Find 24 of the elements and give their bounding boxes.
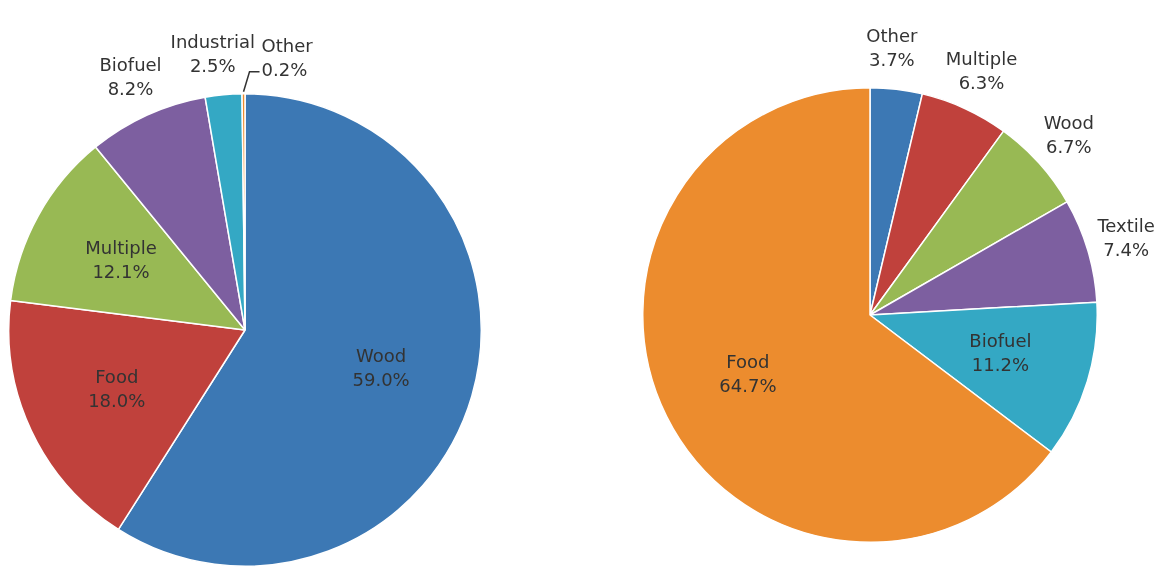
data-label: 64.7% (719, 375, 777, 397)
data-label: 59.0% (352, 369, 410, 391)
slice-label: Biofuel (969, 330, 1032, 352)
data-label: 6.7% (1045, 136, 1092, 158)
slice-label: Food (95, 366, 139, 388)
data-label: 6.3% (958, 71, 1005, 93)
data-label: 0.2% (261, 59, 308, 81)
data-label: 18.0% (88, 390, 146, 412)
slice-label: Food (726, 351, 770, 373)
slice-label: Multiple (85, 236, 157, 258)
slice-label: Biofuel (99, 54, 162, 76)
slice-label: Textile (1096, 214, 1155, 236)
slice-label: Other (261, 35, 314, 57)
data-label: 8.2% (107, 78, 154, 100)
data-label: 12.1% (92, 260, 150, 282)
data-label: 11.2% (971, 354, 1030, 376)
slice-label: Multiple (945, 47, 1018, 69)
slice-label: Industrial (170, 30, 255, 52)
data-label: 3.7% (868, 49, 915, 71)
slice-label: Other (866, 25, 918, 47)
slice-label: Wood (1043, 112, 1094, 134)
data-label: 7.4% (1103, 238, 1150, 260)
data-label: 2.5% (189, 54, 236, 76)
slice-label: Wood (356, 345, 407, 367)
